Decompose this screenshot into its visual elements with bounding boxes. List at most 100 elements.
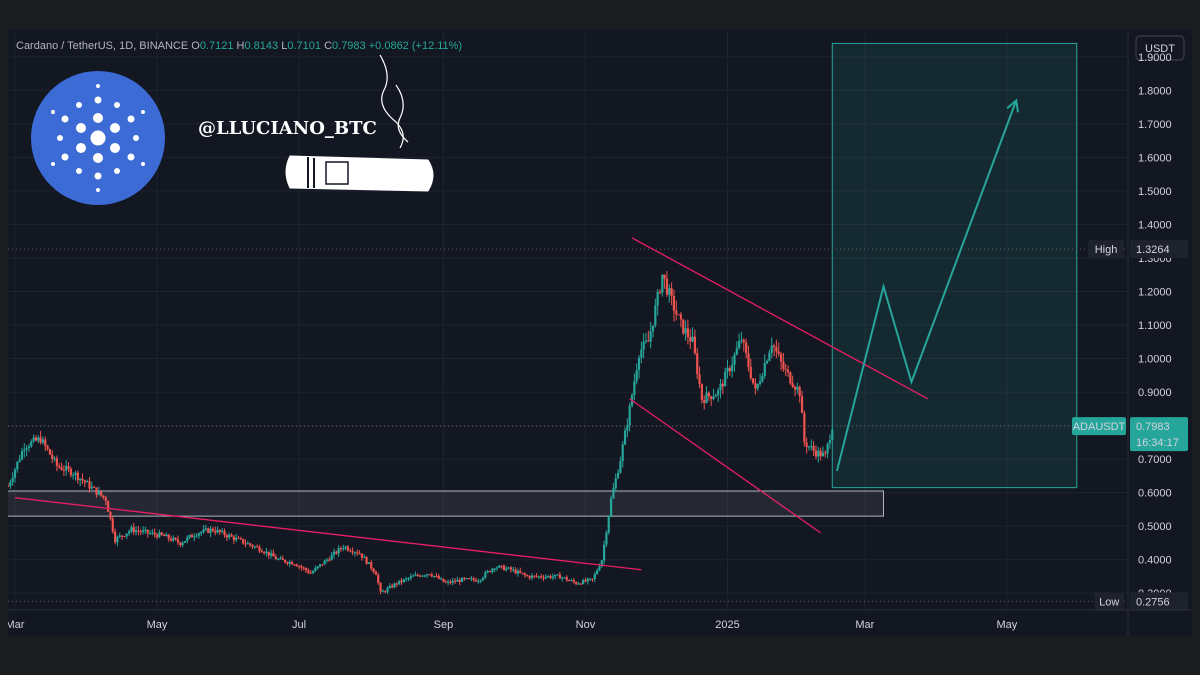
candle	[712, 388, 715, 401]
candle-body	[235, 537, 238, 541]
candle-body	[323, 560, 326, 565]
candle	[202, 524, 205, 534]
candle	[791, 375, 794, 389]
candle-body	[321, 564, 324, 566]
candle	[677, 313, 680, 316]
last-price-symbol: ADAUSDT	[1073, 421, 1126, 433]
candle-body	[316, 566, 319, 569]
x-tick-label: Mar	[855, 619, 874, 631]
candle	[148, 530, 152, 535]
y-tick-label: 0.4000	[1138, 555, 1172, 567]
candle	[179, 541, 182, 548]
candle	[786, 365, 790, 377]
candle-body	[279, 558, 282, 560]
candle	[519, 567, 522, 574]
candle	[235, 533, 238, 543]
candle	[311, 569, 315, 575]
candle	[805, 437, 808, 454]
candle	[195, 533, 198, 538]
candle	[577, 581, 580, 585]
candle-body	[314, 568, 317, 572]
candle-body	[498, 565, 501, 568]
candle	[717, 387, 720, 402]
candle	[714, 393, 717, 397]
candle	[724, 367, 727, 387]
candle-body	[807, 446, 811, 448]
candle-body	[677, 314, 680, 316]
candle-body	[691, 336, 694, 342]
candle-body	[821, 452, 825, 457]
candle-body	[272, 553, 275, 557]
candle-body	[505, 568, 508, 571]
candle-body	[470, 578, 473, 580]
candle-body	[325, 559, 329, 561]
candle-body	[176, 539, 180, 543]
candle	[563, 577, 566, 579]
candle-body	[344, 546, 347, 549]
candle-body	[139, 531, 142, 533]
candle	[76, 470, 79, 484]
candle-body	[561, 577, 564, 579]
candle	[263, 550, 266, 555]
candle	[323, 559, 326, 565]
candle	[463, 577, 466, 581]
candle	[295, 563, 298, 567]
candle	[283, 559, 287, 564]
candle	[174, 537, 177, 541]
candle	[509, 566, 513, 573]
chart-frame[interactable]: USDT0.30000.40000.50000.60000.70000.8000…	[8, 30, 1192, 636]
candle	[533, 575, 536, 579]
candle	[572, 578, 575, 584]
candle-body	[682, 319, 685, 334]
candle	[335, 550, 338, 555]
candle-body	[651, 325, 655, 332]
candle	[412, 573, 415, 577]
candle-body	[342, 548, 345, 550]
candle	[127, 529, 131, 536]
candle-body	[817, 450, 820, 457]
candle-body	[402, 579, 405, 582]
candle	[540, 573, 543, 580]
x-tick-label: Jul	[292, 619, 306, 631]
candle-body	[430, 574, 433, 577]
candle	[626, 418, 629, 438]
candle-body	[214, 530, 217, 533]
candle-body	[768, 352, 771, 361]
candle	[381, 589, 384, 593]
candle	[449, 579, 452, 585]
candle	[428, 574, 431, 576]
candle	[651, 325, 655, 338]
price-chart[interactable]: USDT0.30000.40000.50000.60000.70000.8000…	[8, 30, 1192, 636]
candles-layer	[8, 271, 834, 595]
candle	[95, 487, 98, 498]
candle-body	[288, 561, 291, 564]
candle-body	[360, 553, 364, 558]
candle-body	[174, 537, 177, 540]
candle-body	[309, 572, 312, 574]
candle-body	[290, 561, 294, 565]
candle-body	[93, 486, 96, 488]
candle	[60, 462, 63, 471]
candle	[363, 554, 366, 559]
candle-body	[551, 576, 554, 578]
candle	[270, 549, 273, 559]
candle-body	[211, 528, 215, 531]
candle	[752, 378, 755, 385]
candle	[132, 523, 135, 536]
currency-button[interactable]	[1135, 35, 1185, 61]
candle	[211, 527, 215, 533]
candle-body	[735, 348, 738, 355]
candle	[253, 545, 256, 550]
candle	[197, 532, 201, 539]
candle	[83, 479, 86, 488]
candle	[698, 366, 701, 389]
candle-body	[458, 579, 461, 582]
candle	[633, 373, 636, 401]
candle-body	[540, 576, 543, 578]
candle-body	[700, 384, 703, 401]
candle-body	[703, 400, 706, 403]
candle-body	[302, 567, 305, 569]
candle-body	[437, 576, 440, 579]
candle	[488, 570, 492, 573]
candle-body	[232, 536, 235, 541]
